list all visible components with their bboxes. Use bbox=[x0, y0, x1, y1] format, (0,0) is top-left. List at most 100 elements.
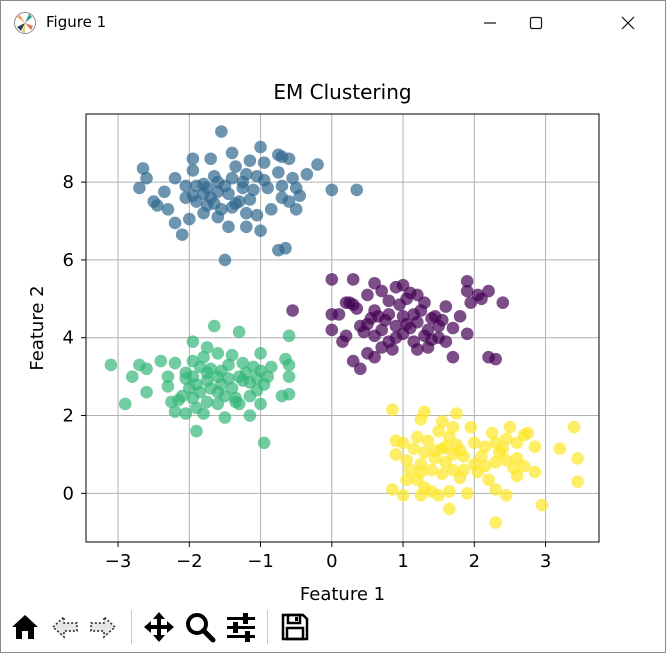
data-point bbox=[218, 411, 232, 424]
close-button[interactable] bbox=[605, 1, 651, 45]
toolbar-separator bbox=[267, 610, 268, 644]
data-point bbox=[357, 325, 371, 339]
data-point bbox=[325, 273, 339, 286]
data-point bbox=[168, 405, 182, 418]
figure-canvas[interactable]: −3 −2 −1 0 1 2 3 0 2 4 6 8 EM Clustering Feature 1 … bbox=[1, 45, 665, 605]
data-point bbox=[350, 302, 364, 315]
data-point bbox=[165, 395, 178, 409]
data-point bbox=[389, 331, 403, 345]
data-point bbox=[500, 489, 513, 502]
y-tick-label: 4 bbox=[63, 328, 74, 349]
forward-button[interactable] bbox=[86, 609, 120, 645]
data-point bbox=[282, 370, 296, 383]
data-point bbox=[528, 440, 542, 453]
data-point bbox=[168, 171, 182, 185]
data-point bbox=[133, 358, 146, 372]
data-point bbox=[243, 389, 257, 403]
x-axis-label: Feature 1 bbox=[300, 584, 385, 601]
data-point bbox=[403, 463, 417, 477]
data-point bbox=[140, 385, 153, 399]
data-point bbox=[218, 179, 232, 193]
data-point bbox=[204, 191, 217, 204]
data-point bbox=[200, 181, 214, 195]
data-point bbox=[247, 183, 260, 197]
data-point bbox=[240, 220, 253, 234]
data-point bbox=[229, 391, 242, 405]
data-point bbox=[272, 243, 285, 257]
data-point bbox=[200, 341, 214, 354]
data-point bbox=[346, 354, 360, 368]
data-point bbox=[225, 146, 239, 160]
data-point bbox=[222, 220, 235, 234]
data-point bbox=[468, 436, 481, 450]
data-point bbox=[225, 348, 239, 362]
x-tick-label: 0 bbox=[326, 551, 337, 572]
data-point bbox=[425, 333, 438, 346]
pan-button[interactable] bbox=[142, 609, 176, 645]
data-point bbox=[161, 370, 175, 383]
data-point bbox=[186, 335, 200, 348]
data-point bbox=[521, 426, 535, 440]
data-point bbox=[421, 434, 435, 448]
data-point bbox=[411, 473, 424, 487]
data-point bbox=[154, 354, 168, 368]
data-point bbox=[147, 195, 160, 208]
close-icon bbox=[621, 16, 635, 30]
data-point bbox=[453, 310, 467, 323]
data-point bbox=[443, 485, 456, 498]
data-point bbox=[393, 298, 406, 311]
data-point bbox=[136, 162, 150, 175]
data-point bbox=[232, 325, 246, 339]
data-point bbox=[264, 360, 278, 374]
data-point bbox=[190, 179, 203, 193]
data-point bbox=[243, 376, 257, 389]
window-title: Figure 1 bbox=[46, 13, 107, 31]
data-point bbox=[254, 140, 267, 154]
data-point bbox=[211, 385, 225, 399]
data-point bbox=[411, 343, 424, 356]
data-point bbox=[428, 452, 442, 465]
x-tick-label: 2 bbox=[469, 551, 480, 572]
data-point bbox=[439, 335, 453, 348]
home-button[interactable] bbox=[8, 609, 42, 645]
back-arrow-icon bbox=[51, 615, 78, 639]
data-point bbox=[571, 452, 584, 465]
data-point bbox=[190, 424, 203, 438]
configure-subplots-button[interactable] bbox=[224, 609, 258, 645]
back-button[interactable] bbox=[48, 609, 82, 645]
data-point bbox=[193, 385, 207, 399]
data-point bbox=[446, 420, 460, 434]
data-point bbox=[368, 350, 381, 364]
data-point bbox=[553, 442, 567, 455]
data-point bbox=[197, 407, 210, 420]
save-button[interactable] bbox=[278, 609, 312, 645]
data-point bbox=[104, 358, 118, 372]
data-point bbox=[236, 356, 250, 370]
data-point bbox=[435, 467, 449, 481]
data-point bbox=[482, 350, 495, 364]
data-point bbox=[361, 288, 374, 302]
data-point bbox=[489, 455, 502, 469]
maximize-button[interactable] bbox=[513, 1, 559, 45]
data-point bbox=[400, 317, 413, 331]
data-point bbox=[407, 442, 421, 455]
y-tick-label: 8 bbox=[63, 172, 74, 193]
x-tick-label: 1 bbox=[397, 551, 408, 572]
data-point bbox=[286, 304, 299, 317]
data-point bbox=[414, 489, 428, 502]
data-point bbox=[254, 346, 267, 360]
zoom-button[interactable] bbox=[183, 609, 217, 645]
minimize-button[interactable] bbox=[467, 1, 513, 45]
maximize-icon bbox=[529, 16, 543, 30]
data-point bbox=[197, 350, 210, 364]
data-point bbox=[140, 171, 153, 185]
x-tick-label: 3 bbox=[540, 551, 551, 572]
data-points bbox=[104, 125, 584, 529]
data-point bbox=[425, 463, 438, 477]
data-point bbox=[179, 407, 193, 420]
data-point bbox=[407, 308, 421, 321]
data-point bbox=[378, 313, 392, 327]
data-point bbox=[254, 224, 267, 238]
data-point bbox=[257, 436, 271, 450]
